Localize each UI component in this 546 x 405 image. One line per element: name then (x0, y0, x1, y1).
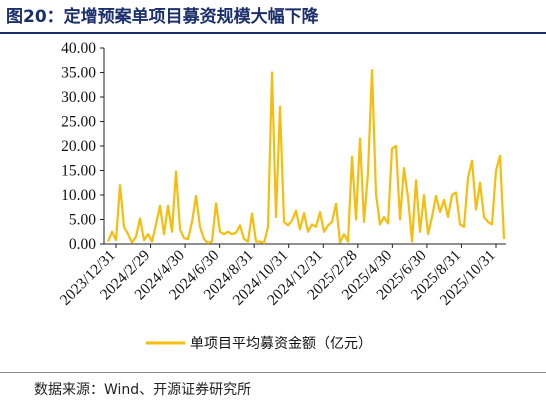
y-tick-label: 5.00 (69, 212, 96, 229)
y-tick-label: 30.00 (61, 89, 96, 106)
y-tick-label: 25.00 (61, 114, 96, 131)
title-rule (0, 32, 546, 34)
legend: 单项目平均募资金额（亿元） (146, 336, 372, 352)
x-axis: 2023/12/312024/2/292024/4/302024/6/30202… (57, 243, 506, 309)
source-note: 数据来源：Wind、开源证券研究所 (34, 382, 252, 398)
y-axis: 0.00 5.00 10.00 15.00 20.00 25.00 30.00 35.00 40… (61, 40, 105, 253)
legend-label: 单项目平均募资金额（亿元） (190, 336, 372, 352)
y-tick-label: 10.00 (61, 187, 96, 204)
y-tick-label: 35.00 (61, 65, 96, 82)
series-line (106, 68, 506, 245)
y-tick-label: 0.00 (69, 236, 96, 253)
y-tick-label: 20.00 (61, 138, 96, 155)
figure-title: 图20：定增预案单项目募资规模大幅下降 (6, 7, 319, 27)
series-group (106, 68, 506, 245)
footer-rule (0, 372, 546, 373)
y-tick-label: 15.00 (61, 163, 96, 180)
y-tick-label: 40.00 (61, 40, 96, 57)
line-chart: 0.00 5.00 10.00 15.00 20.00 25.00 30.00 35.00 40… (57, 40, 506, 352)
